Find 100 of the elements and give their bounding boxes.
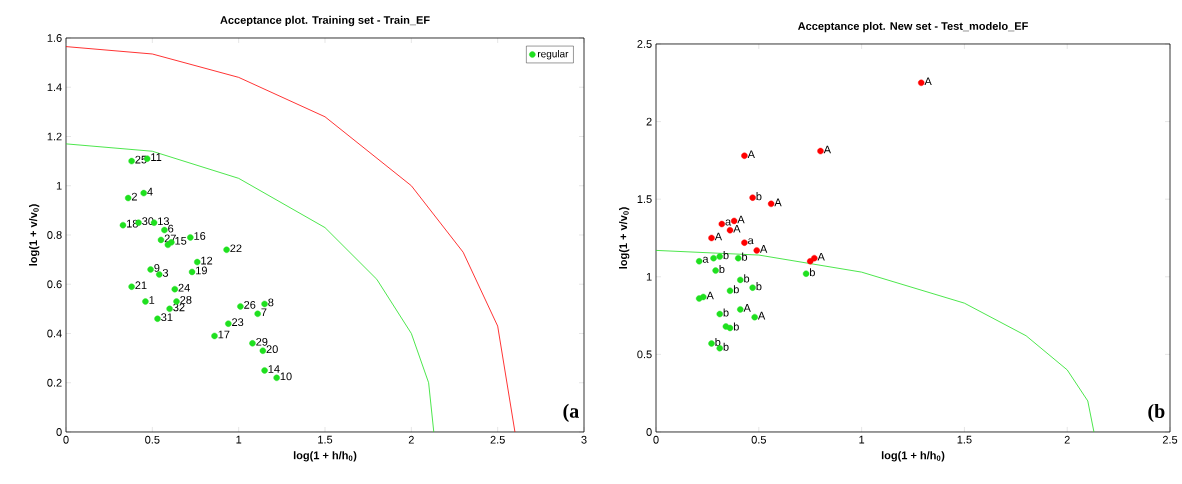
point [737, 276, 744, 284]
point [716, 253, 723, 260]
annotation: b [733, 285, 739, 294]
point [261, 367, 268, 374]
annotation: 8 [268, 298, 274, 307]
point [716, 310, 723, 318]
point [751, 313, 758, 321]
point [741, 152, 748, 159]
annotation: 31 [161, 313, 173, 322]
line-series [65, 46, 516, 433]
x-tick-label: 2.5 [1162, 435, 1178, 444]
annotation: b [744, 274, 750, 283]
point [194, 258, 201, 266]
chart-title: Acceptance plot. Training set - Train_EF [220, 15, 430, 27]
annotation: 9 [154, 264, 160, 272]
annotation: 13 [158, 217, 170, 226]
annotation: 3 [162, 268, 169, 277]
annotation: A [733, 224, 741, 233]
point [254, 310, 261, 317]
y-tick-label: 0.5 [637, 350, 652, 359]
point [128, 157, 135, 165]
x-axis-title: log(1 + h/h$_{0}$) [881, 451, 945, 462]
annotation: b [810, 268, 815, 277]
annotation: A [757, 311, 766, 320]
x-tick-label: 0 [63, 435, 69, 444]
annotation: A [924, 77, 932, 86]
annotation: 24 [178, 283, 190, 292]
x-tick-label: 0.5 [145, 435, 160, 444]
annotation: 12 [201, 256, 213, 265]
y-axis-title: log(1 + v/v$_{0}$) [29, 204, 40, 266]
point [140, 189, 147, 197]
point [124, 194, 132, 202]
annotation: 4 [147, 187, 153, 196]
annotation: b [723, 308, 729, 317]
x-tick-label: 0 [653, 435, 659, 444]
point [695, 258, 703, 265]
annotation: (b [1148, 403, 1165, 423]
point [261, 300, 268, 308]
annotation: A [774, 198, 782, 207]
annotation: 16 [194, 232, 206, 240]
annotation: b [719, 265, 725, 274]
annotation: 29 [256, 337, 268, 346]
annotation: A [714, 232, 723, 241]
point [708, 340, 715, 347]
annotation: 11 [151, 153, 162, 161]
annotation: a [748, 238, 754, 245]
annotation: A [823, 145, 831, 154]
point [749, 194, 756, 201]
annotation: 2 [131, 192, 137, 201]
annotation: 10 [280, 372, 292, 381]
annotation: A [743, 304, 751, 312]
y-tick-label: 1.6 [47, 34, 62, 42]
point [187, 234, 194, 241]
x-tick-label: 1.5 [957, 435, 972, 444]
y-axis-title: log(1 + v/v$_{0}$) [619, 207, 630, 269]
chart-title: Acceptance plot. New set - Test_modelo_EF [797, 21, 1028, 33]
annotation: 17 [218, 330, 230, 339]
annotation: b [733, 322, 739, 331]
x-tick-label: 1 [859, 435, 865, 444]
annotation: 28 [180, 296, 192, 304]
point [156, 271, 163, 278]
point [749, 284, 756, 291]
annotation: (a [563, 403, 579, 422]
point [718, 220, 725, 228]
point [161, 226, 168, 234]
annotation: 26 [244, 301, 256, 309]
y-tick-label: 1 [56, 181, 62, 190]
annotation: 1 [149, 296, 155, 304]
point [726, 324, 734, 332]
y-tick-label: 0 [56, 428, 62, 436]
annotation: 7 [261, 308, 267, 317]
annotation: 20 [266, 345, 278, 354]
point [166, 305, 173, 313]
annotation: A [817, 252, 825, 261]
point [223, 246, 230, 253]
x-tick-label: 2 [1064, 435, 1070, 444]
y-tick-label: 0.8 [47, 231, 62, 239]
x-tick-label: 2.5 [490, 435, 505, 444]
point [710, 254, 717, 262]
annotation: 15 [175, 237, 187, 245]
annotation: b [715, 337, 721, 347]
point [147, 266, 154, 273]
point [119, 221, 127, 229]
annotation: A [747, 150, 755, 159]
annotation: 32 [173, 303, 185, 312]
x-tick-label: 1 [236, 435, 242, 444]
y-tick-label: 0.4 [47, 329, 62, 338]
point [726, 287, 734, 294]
point [767, 200, 775, 208]
point [237, 303, 244, 310]
point [225, 320, 232, 327]
point [188, 268, 196, 276]
y-tick-label: 1.2 [47, 132, 62, 141]
y-tick-label: 0 [646, 428, 652, 436]
point [802, 270, 810, 277]
y-tick-label: 0.2 [47, 378, 62, 387]
annotation: b [756, 282, 762, 291]
annotation: a [725, 219, 732, 226]
annotation: b [723, 342, 729, 351]
point [708, 234, 715, 242]
